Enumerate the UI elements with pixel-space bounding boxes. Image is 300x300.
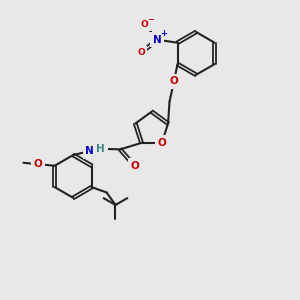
Text: N: N xyxy=(153,35,162,45)
Text: O: O xyxy=(169,76,178,86)
Text: O: O xyxy=(141,20,149,29)
Text: −: − xyxy=(147,15,154,24)
Text: +: + xyxy=(160,29,167,38)
Text: O: O xyxy=(137,48,145,57)
Text: H: H xyxy=(97,144,105,154)
Text: O: O xyxy=(34,159,43,169)
Text: N: N xyxy=(85,146,94,156)
Text: O: O xyxy=(158,138,166,148)
Text: O: O xyxy=(130,161,139,171)
